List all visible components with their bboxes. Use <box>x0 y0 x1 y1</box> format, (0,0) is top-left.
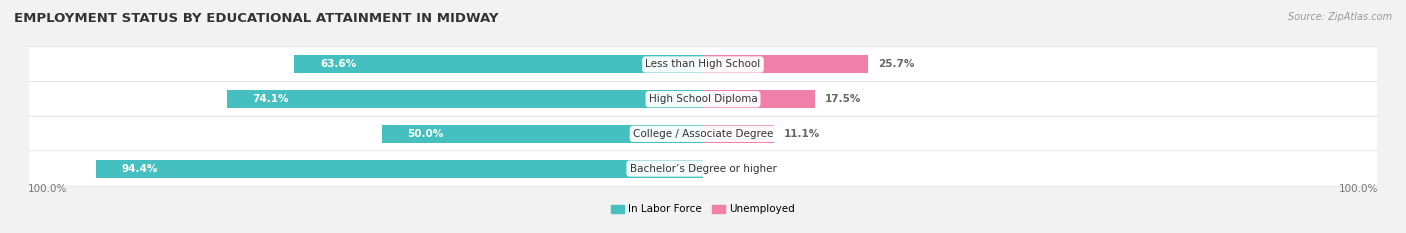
Legend: In Labor Force, Unemployed: In Labor Force, Unemployed <box>607 200 799 219</box>
Text: EMPLOYMENT STATUS BY EDUCATIONAL ATTAINMENT IN MIDWAY: EMPLOYMENT STATUS BY EDUCATIONAL ATTAINM… <box>14 12 499 25</box>
Bar <box>703 55 868 73</box>
FancyBboxPatch shape <box>28 116 1378 151</box>
Text: 50.0%: 50.0% <box>408 129 443 139</box>
FancyBboxPatch shape <box>28 82 1378 117</box>
Text: 11.1%: 11.1% <box>785 129 820 139</box>
Text: Bachelor’s Degree or higher: Bachelor’s Degree or higher <box>630 164 776 174</box>
Text: 94.4%: 94.4% <box>122 164 159 174</box>
Bar <box>703 90 815 108</box>
Text: Less than High School: Less than High School <box>645 59 761 69</box>
Bar <box>226 90 703 108</box>
Text: 0.0%: 0.0% <box>713 164 741 174</box>
Text: 25.7%: 25.7% <box>877 59 914 69</box>
Text: 63.6%: 63.6% <box>321 59 356 69</box>
Bar <box>294 55 703 73</box>
Bar <box>96 160 703 178</box>
Text: High School Diploma: High School Diploma <box>648 94 758 104</box>
Bar <box>381 125 703 143</box>
Text: 100.0%: 100.0% <box>28 184 67 194</box>
FancyBboxPatch shape <box>28 47 1378 82</box>
FancyBboxPatch shape <box>28 151 1378 186</box>
Bar <box>703 125 775 143</box>
Text: 100.0%: 100.0% <box>1339 184 1378 194</box>
Text: College / Associate Degree: College / Associate Degree <box>633 129 773 139</box>
Text: 17.5%: 17.5% <box>825 94 862 104</box>
Text: 74.1%: 74.1% <box>253 94 290 104</box>
Text: Source: ZipAtlas.com: Source: ZipAtlas.com <box>1288 12 1392 22</box>
